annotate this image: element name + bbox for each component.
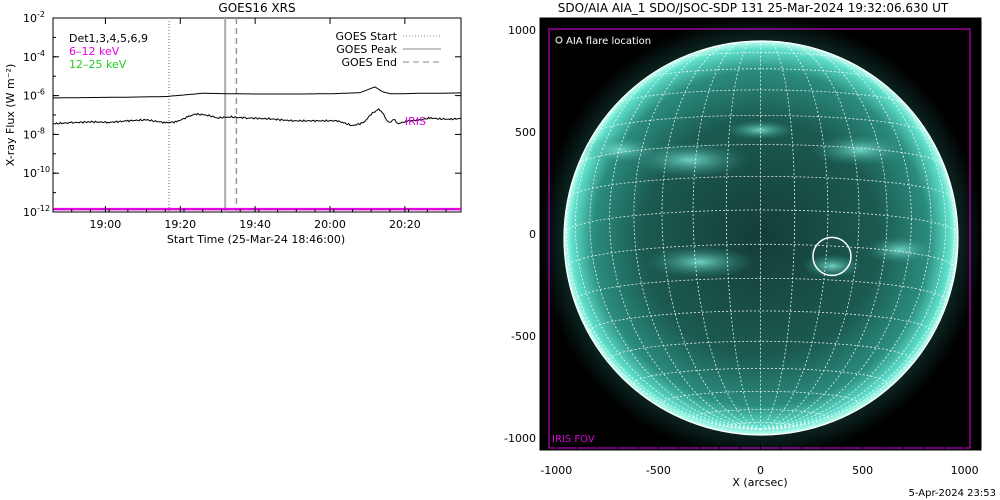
goes-series-group	[53, 86, 461, 211]
goes-y-tick-exponent: -12	[37, 204, 50, 213]
flare-location-marker	[812, 236, 852, 277]
grid-line	[760, 41, 912, 430]
grid-line	[760, 41, 829, 430]
iris-marker-label: IRIS	[405, 115, 426, 128]
grid-line	[635, 68, 886, 83]
goes-y-tick-label: 10	[23, 128, 37, 141]
goes-chart-title: GOES16 XRS	[218, 1, 295, 15]
active-region	[645, 246, 755, 278]
goes-x-tick-label: 19:20	[164, 218, 196, 231]
flare-legend-label: AIA flare location	[566, 36, 651, 47]
aia-x-axis: -1000 -500 0 500 1000	[540, 18, 979, 477]
solar-limb	[563, 40, 959, 436]
goes-y-tick-exponent: -8	[37, 126, 45, 135]
goes-event-legend-label: GOES End	[341, 56, 397, 69]
aia-image-panel: SDO/AIA AIA_1 SDO/JSOC-SDP 131 25-Mar-20…	[504, 1, 982, 489]
goes-xrs-chart: GOES16 XRS 19:00 19:20 19:40 20:00 20:20 10-…	[4, 1, 462, 246]
goes-y-tick-label: 10	[23, 90, 37, 103]
footer-timestamp: 5-Apr-2024 23:53	[909, 488, 996, 499]
grid-line	[661, 390, 860, 404]
active-region	[802, 254, 862, 278]
aia-y-tick-label: 1000	[508, 24, 536, 37]
grid-line	[589, 41, 761, 430]
active-region	[810, 134, 910, 166]
grid-line	[692, 41, 761, 430]
grid-line	[760, 41, 888, 430]
goes-y-tick-label: 10	[23, 206, 37, 219]
aia-x-tick-label: 0	[757, 464, 764, 477]
grid-line	[590, 114, 931, 135]
goes-x-axis: 19:00 19:20 19:40 20:00 20:20	[52, 18, 447, 231]
active-region	[725, 120, 795, 140]
aia-x-tick-label: -500	[646, 464, 671, 477]
aia-x-tick-label: -1000	[540, 464, 572, 477]
goes-detector-legend-label: 12–25 keV	[69, 58, 127, 71]
grid-line	[760, 41, 796, 430]
goes-y-tick-label: 10	[23, 51, 37, 64]
goes-y-tick-label: 10	[23, 12, 37, 25]
goes-x-tick-label: 20:00	[314, 218, 346, 231]
grid-line	[564, 233, 761, 430]
goes-y-axis-label: X-ray Flux (W m⁻²)	[4, 64, 17, 166]
active-region-features	[564, 41, 958, 430]
grid-line	[661, 41, 761, 430]
goes-detector-legend-label: 6–12 keV	[69, 45, 120, 58]
goes-x-tick-label: 19:00	[90, 218, 122, 231]
grid-line	[725, 41, 761, 430]
iris-fov-label: IRIS FOV	[552, 434, 595, 445]
grid-line	[609, 41, 761, 430]
aia-image-title: SDO/AIA AIA_1 SDO/JSOC-SDP 131 25-Mar-20…	[558, 1, 949, 15]
aia-solar-disk-group	[540, 18, 981, 450]
grid-line	[725, 422, 796, 427]
goes-x-tick-label: 19:40	[239, 218, 271, 231]
active-region	[865, 236, 935, 264]
goes-plot-frame	[52, 17, 462, 213]
aia-x-tick-label: 1000	[951, 464, 979, 477]
goes-event-legend-label: GOES Peak	[336, 43, 397, 56]
goes-y-tick-exponent: -6	[37, 88, 45, 97]
aia-y-tick-label: 500	[515, 126, 536, 139]
aia-y-tick-label: 0	[529, 228, 536, 241]
goes-detector-legend-label: Det1,3,4,5,6,9	[69, 32, 148, 45]
iris-fov-box	[548, 28, 971, 449]
grid-line	[760, 41, 932, 430]
goes-series-line	[53, 108, 461, 126]
grid-line	[760, 233, 958, 430]
grid-line	[760, 41, 860, 430]
aia-x-tick-label: 500	[852, 464, 873, 477]
goes-event-legend-label: GOES Start	[336, 30, 398, 43]
aia-y-tick-label: -1000	[504, 432, 536, 445]
goes-series-line	[53, 86, 461, 99]
goes-y-tick-exponent: -10	[37, 165, 50, 174]
goes-event-lines	[168, 18, 238, 212]
flare-legend-icon	[555, 36, 563, 44]
goes-x-axis-label: Start Time (25-Mar-24 18:46:00)	[167, 233, 345, 246]
goes-y-tick-exponent: -4	[37, 49, 45, 58]
grid-line	[610, 89, 911, 107]
goes-x-tick-label: 20:20	[389, 218, 421, 231]
aia-x-axis-label: X (arcsec)	[732, 476, 787, 489]
active-region	[630, 142, 750, 178]
active-region	[580, 136, 660, 164]
grid-line	[564, 209, 958, 235]
aia-y-tick-label: -500	[511, 330, 536, 343]
goes-y-tick-exponent: -2	[37, 10, 45, 19]
aia-y-axis: -1000 -500 0 500 1000	[504, 24, 981, 445]
goes-y-tick-label: 10	[23, 167, 37, 180]
grid-line	[633, 41, 761, 430]
